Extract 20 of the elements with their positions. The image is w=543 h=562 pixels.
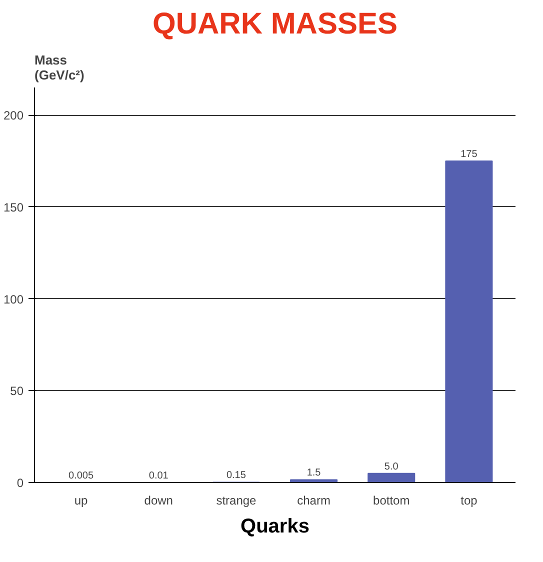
x-tick-label: down — [144, 494, 173, 508]
y-tick-label: 150 — [3, 200, 24, 214]
y-tick-label: 100 — [3, 292, 24, 306]
x-axis-title: Quarks — [240, 516, 310, 538]
chart-title: QUARK MASSES — [152, 8, 398, 40]
data-label: 175 — [460, 148, 478, 160]
x-tick-label: strange — [216, 494, 257, 508]
x-tick-label: bottom — [373, 494, 410, 508]
data-label: 0.01 — [148, 470, 169, 482]
data-label: 5.0 — [384, 461, 399, 472]
x-tick-label: top — [460, 494, 478, 508]
y-tick-label: 200 — [3, 108, 24, 123]
x-tick-label: charm — [297, 494, 330, 508]
y-tick-label: 50 — [10, 384, 24, 398]
y-axis-title: Mass (GeV/c²) — [34, 52, 84, 82]
x-tick-label: up — [74, 494, 88, 508]
data-label: 0.15 — [226, 470, 246, 482]
data-label: 1.5 — [306, 468, 322, 479]
y-tick-label: 0 — [16, 476, 24, 490]
data-label: 0.005 — [68, 470, 94, 482]
